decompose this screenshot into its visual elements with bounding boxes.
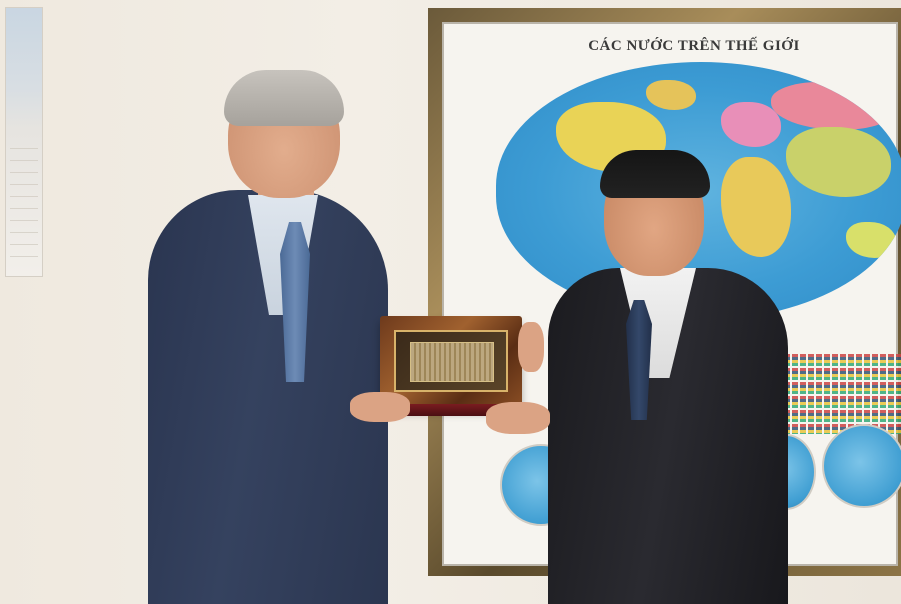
left-person-hair <box>224 70 344 126</box>
land-africa <box>721 157 791 257</box>
right-person-tie <box>626 300 652 420</box>
calendar-grid <box>10 148 38 268</box>
land-greenland <box>646 80 696 110</box>
gift-plaque <box>380 316 522 408</box>
left-person-hand <box>350 392 410 422</box>
right-person-hand-lower <box>486 402 550 434</box>
plaque-inner-frame <box>394 330 508 392</box>
wall-calendar <box>6 8 42 276</box>
plaque-base <box>394 404 514 416</box>
land-europe <box>721 102 781 147</box>
right-person-hair <box>600 150 710 198</box>
flag-table-right <box>784 354 901 434</box>
land-russia <box>771 82 896 130</box>
land-asia <box>786 127 891 197</box>
plaque-artwork <box>410 342 494 382</box>
land-australia <box>846 222 896 258</box>
right-person-hand-upper <box>518 322 544 372</box>
globe-inset-right <box>822 424 901 508</box>
map-title: CÁC NƯỚC TRÊN THẾ GIỚI <box>588 38 800 54</box>
left-person-tie <box>280 222 310 382</box>
